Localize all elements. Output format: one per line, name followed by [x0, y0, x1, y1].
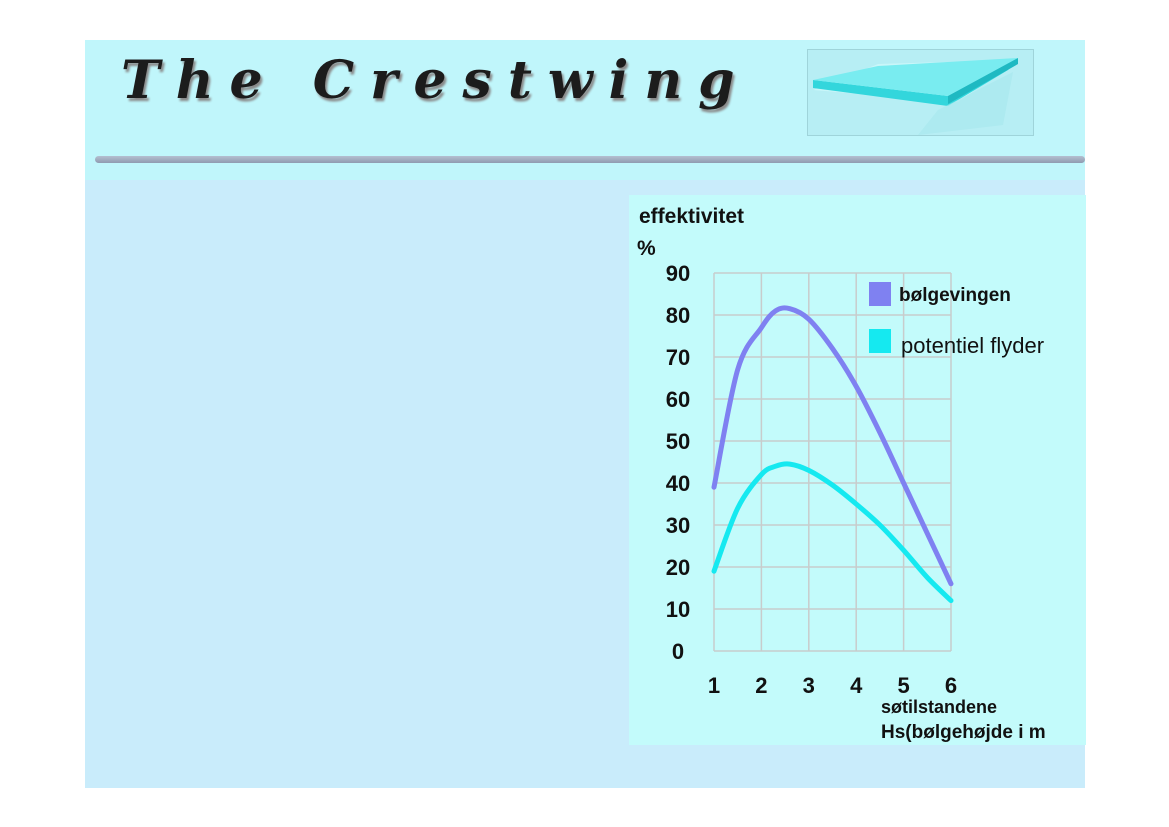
legend-label-potentiel-flyder: potentiel flyder	[901, 333, 1044, 358]
y-tick-label: 30	[666, 513, 690, 538]
crestwing-device-icon	[813, 58, 1018, 135]
x-tick-label: 5	[897, 673, 909, 698]
chart-grid	[713, 272, 952, 652]
legend-swatch-potentiel-flyder	[869, 329, 891, 353]
x-axis-ticks: 1 2 3 4 5 6	[708, 673, 957, 698]
series-line-bolgevingen	[711, 305, 954, 587]
y-tick-label: 70	[666, 345, 690, 370]
y-tick-label: 10	[666, 597, 690, 622]
slide-header: The Crestwing	[85, 40, 1085, 180]
chart-series-lines	[711, 305, 954, 604]
x-tick-label: 6	[945, 673, 957, 698]
x-axis-label-detail: Hs(bølgehøjde i m	[881, 722, 1046, 743]
legend-label-bolgevingen: bølgevingen	[899, 285, 1011, 306]
series-line-potentiel-flyder	[711, 461, 954, 604]
y-tick-label: 60	[666, 387, 690, 412]
legend-swatch-bolgevingen	[869, 282, 891, 306]
x-tick-label: 3	[803, 673, 815, 698]
x-axis-label: søtilstandene	[881, 697, 997, 717]
y-axis-unit: %	[637, 237, 656, 260]
y-axis-ticks: 0 10 20 30 40 50 60 70 80 90	[666, 261, 690, 664]
header-divider	[95, 156, 1085, 163]
crestwing-logo-image	[807, 49, 1034, 136]
y-tick-label: 50	[666, 429, 690, 454]
x-tick-label: 1	[708, 673, 720, 698]
y-axis-label: effektivitet	[639, 205, 744, 228]
y-tick-label: 40	[666, 471, 690, 496]
slide-title: The Crestwing	[121, 50, 751, 111]
x-tick-label: 2	[755, 673, 767, 698]
x-tick-label: 4	[850, 673, 863, 698]
y-tick-label: 0	[672, 639, 684, 664]
y-tick-label: 80	[666, 303, 690, 328]
y-tick-label: 90	[666, 261, 690, 286]
y-tick-label: 20	[666, 555, 690, 580]
